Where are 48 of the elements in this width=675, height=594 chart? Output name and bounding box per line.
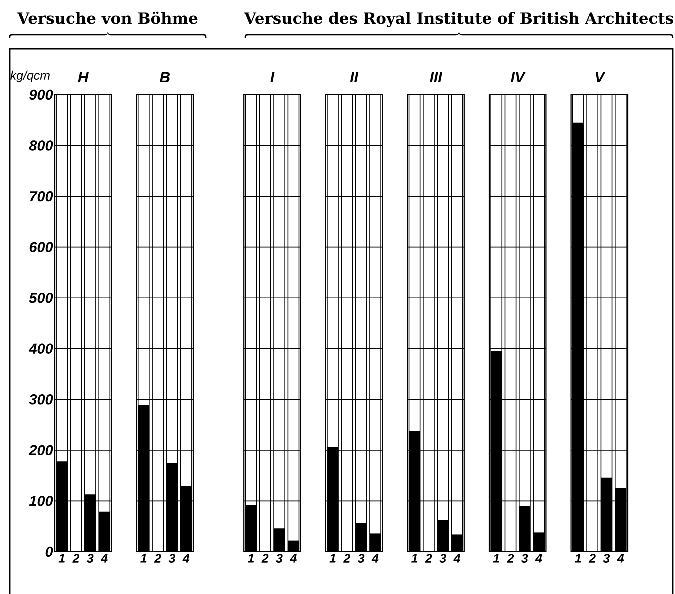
x-tick-label: 4	[100, 554, 108, 563]
chart-title: V	[596, 72, 606, 82]
x-tick-label: 4	[535, 554, 542, 563]
x-tick-label: 1	[140, 554, 147, 563]
chart-title: IV	[511, 72, 526, 82]
y-tick-label: 700	[30, 191, 54, 202]
x-tick-label: 1	[330, 554, 336, 563]
x-tick-label: 1	[58, 554, 65, 563]
x-tick-label: 2	[262, 554, 269, 563]
y-tick-label: 0	[46, 546, 54, 558]
y-tick-label: 200	[28, 445, 54, 456]
chart-title: B	[160, 72, 170, 82]
chart-title: H	[78, 72, 90, 82]
x-tick-label: 2	[588, 554, 596, 563]
x-tick-label: 2	[344, 554, 351, 563]
text: Versuche von Böhme	[17, 12, 198, 24]
x-tick-label: 1	[575, 554, 582, 563]
x-tick-label: 3	[522, 554, 528, 564]
x-tick-label: 3	[168, 554, 176, 564]
x-tick-label: 2	[425, 554, 432, 563]
y-tick-label: 500	[29, 292, 54, 304]
y-tick-label: 300	[29, 394, 54, 405]
y-tick-label: 100	[29, 496, 54, 506]
x-tick-label: 2	[507, 554, 514, 563]
x-tick-label: 4	[290, 554, 297, 563]
x-tick-label: 4	[182, 554, 190, 563]
x-tick-label: 3	[276, 554, 283, 564]
x-tick-label: 4	[617, 554, 624, 563]
x-tick-label: 3	[603, 554, 610, 564]
x-tick-label: 2	[72, 554, 80, 563]
y-axis-title: kg/qcm	[10, 70, 50, 82]
y-tick-label: 400	[28, 344, 54, 354]
x-tick-label: 4	[372, 554, 379, 563]
x-tick-label: 3	[358, 554, 365, 564]
x-tick-label: 1	[493, 554, 500, 563]
x-tick-label: 3	[87, 554, 94, 564]
chart-title: II	[350, 72, 359, 82]
chart-title: I	[270, 72, 275, 82]
y-tick-label: 800	[29, 140, 54, 151]
chart-title: III	[430, 72, 443, 82]
y-tick-label: 900	[30, 90, 54, 100]
x-tick-label: 2	[154, 554, 162, 563]
y-tick-label: 600	[30, 242, 54, 252]
text: Versuche des Royal Institute of British Architects	[244, 12, 674, 28]
x-tick-label: 1	[412, 554, 418, 563]
x-tick-label: 4	[454, 554, 461, 563]
x-tick-label: 3	[440, 554, 446, 564]
x-tick-label: 1	[248, 554, 254, 563]
